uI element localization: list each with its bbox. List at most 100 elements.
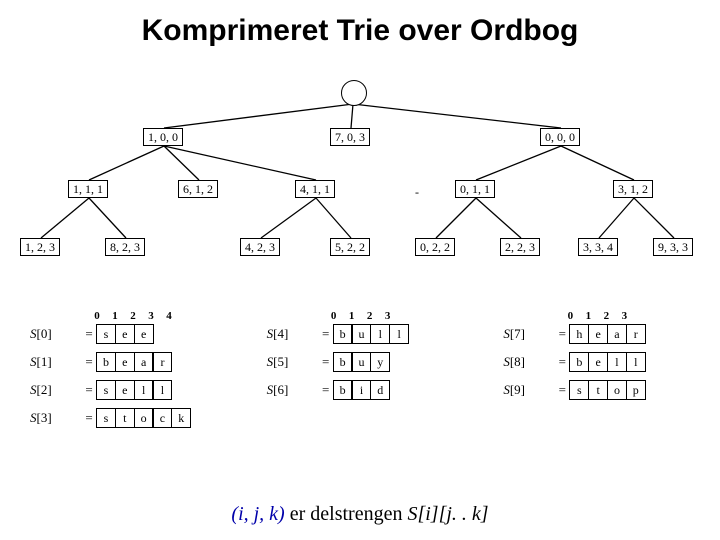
col-index: 0 — [325, 310, 343, 322]
string-tables: 01234S[0]=seeS[1]=bearS[2]=sellS[3]=stoc… — [30, 310, 690, 436]
col-index: 3 — [379, 310, 397, 322]
equals-sign: = — [319, 382, 333, 398]
col-index: 0 — [88, 310, 106, 322]
row-cells: see — [96, 324, 154, 344]
equals-sign: = — [82, 354, 96, 370]
equals-sign: = — [319, 354, 333, 370]
cell: e — [115, 380, 135, 400]
row-cells: stop — [569, 380, 645, 400]
row-cells: bull — [333, 324, 409, 344]
table-row: S[8]=bell — [503, 352, 690, 372]
col-index: 2 — [361, 310, 379, 322]
cell: t — [588, 380, 608, 400]
row-cells: hear — [569, 324, 645, 344]
page-title: Komprimeret Trie over Ordbog — [0, 14, 720, 48]
trie-root — [341, 80, 367, 106]
cell: b — [333, 380, 353, 400]
cell: l — [134, 380, 154, 400]
trie-node: 4, 2, 3 — [240, 238, 280, 256]
cell: o — [134, 408, 154, 428]
trie-node: 3, 3, 4 — [578, 238, 618, 256]
cell: s — [96, 380, 116, 400]
cell: l — [607, 352, 627, 372]
equals-sign: = — [319, 326, 333, 342]
cell: b — [333, 324, 353, 344]
cell: e — [588, 352, 608, 372]
col-index: 2 — [597, 310, 615, 322]
column-indices: 0123 — [325, 310, 454, 322]
row-cells: sell — [96, 380, 172, 400]
table-row: S[9]=stop — [503, 380, 690, 400]
cell: k — [171, 408, 191, 428]
col-index: 4 — [160, 310, 178, 322]
col-index: 1 — [343, 310, 361, 322]
cell: b — [569, 352, 589, 372]
col-index: 3 — [142, 310, 160, 322]
table-row: S[3]=stock — [30, 408, 217, 428]
trie-node: 1, 0, 0 — [143, 128, 183, 146]
caption-text: er delstrengen — [285, 503, 408, 525]
scan-artifact: - — [415, 185, 419, 200]
col-index: 1 — [579, 310, 597, 322]
cell: l — [152, 380, 172, 400]
col-index: 2 — [124, 310, 142, 322]
row-key: S[1] — [30, 354, 82, 370]
cell: i — [351, 380, 371, 400]
cell: e — [588, 324, 608, 344]
trie-node: 2, 2, 3 — [500, 238, 540, 256]
row-key: S[7] — [503, 326, 555, 342]
cell: e — [115, 324, 135, 344]
cell: l — [626, 352, 646, 372]
caption-sij: S[i][j. . k] — [407, 503, 488, 525]
equals-sign: = — [82, 410, 96, 426]
row-key: S[9] — [503, 382, 555, 398]
cell: u — [351, 352, 371, 372]
caption-tuple: (i, j, k) — [231, 503, 284, 525]
trie-node: 0, 1, 1 — [455, 180, 495, 198]
row-cells: bear — [96, 352, 172, 372]
trie-node: 0, 0, 0 — [540, 128, 580, 146]
row-key: S[2] — [30, 382, 82, 398]
trie-node: 1, 1, 1 — [68, 180, 108, 198]
row-key: S[6] — [267, 382, 319, 398]
trie-node: 1, 2, 3 — [20, 238, 60, 256]
table-column: 0123 S[7] = hear S[8]=bell S[9]=stop — [503, 310, 690, 436]
trie-node: 3, 1, 2 — [613, 180, 653, 198]
col-index: 1 — [106, 310, 124, 322]
row-key: S[5] — [267, 354, 319, 370]
cell: s — [96, 408, 116, 428]
row-key: S[3] — [30, 410, 82, 426]
cell: y — [370, 352, 390, 372]
row-key: S[0] — [30, 326, 82, 342]
column-indices: 01234 — [88, 310, 217, 322]
row-key: S[4] — [267, 326, 319, 342]
equals-sign: = — [82, 382, 96, 398]
caption: (i, j, k) er delstrengen S[i][j. . k] — [0, 503, 720, 526]
row-cells: bell — [569, 352, 645, 372]
cell: e — [115, 352, 135, 372]
cell: a — [134, 352, 154, 372]
row-cells: stock — [96, 408, 191, 428]
column-indices: 0123 — [561, 310, 690, 322]
row-key: S[8] — [503, 354, 555, 370]
cell: l — [389, 324, 409, 344]
cell: l — [370, 324, 390, 344]
cell: p — [626, 380, 646, 400]
trie-node: 5, 2, 2 — [330, 238, 370, 256]
table-row: S[6]=bid — [267, 380, 454, 400]
equals-sign: = — [555, 382, 569, 398]
trie-diagram: 1, 0, 07, 0, 30, 0, 01, 1, 16, 1, 24, 1,… — [10, 70, 710, 300]
col-index: 0 — [561, 310, 579, 322]
cell: a — [607, 324, 627, 344]
cell: s — [96, 324, 116, 344]
row-cells: buy — [333, 352, 391, 372]
trie-node: 4, 1, 1 — [295, 180, 335, 198]
trie-node: 8, 2, 3 — [105, 238, 145, 256]
table-column: 0123S[4]=bullS[5]=buyS[6]=bid — [267, 310, 454, 436]
col-index: 3 — [615, 310, 633, 322]
table-row: S[0]=see — [30, 324, 217, 344]
cell: r — [152, 352, 172, 372]
table-row: S[2]=sell — [30, 380, 217, 400]
cell: b — [96, 352, 116, 372]
cell: d — [370, 380, 390, 400]
